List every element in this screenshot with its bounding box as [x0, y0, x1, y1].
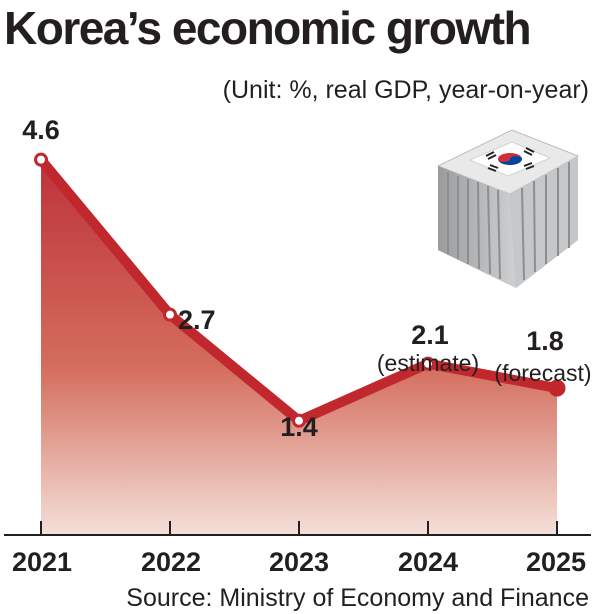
- x-label-2024: 2024: [398, 547, 458, 577]
- x-axis-labels: 2021 2022 2023 2024 2025: [12, 547, 586, 577]
- source-note: Source: Ministry of Economy and Finance: [126, 584, 589, 612]
- data-label-2023: 1.4: [280, 412, 318, 442]
- data-label-2022: 2.7: [178, 305, 216, 335]
- x-label-2022: 2022: [141, 547, 201, 577]
- x-label-2021: 2021: [12, 547, 72, 577]
- data-point-2021: [34, 152, 48, 167]
- annotation-2025: (forecast): [494, 360, 591, 386]
- shipping-container-icon: [436, 129, 580, 288]
- data-point-2023: [292, 413, 306, 428]
- data-point-2025: [548, 379, 566, 397]
- data-label-2024: 2.1: [411, 320, 449, 350]
- annotation-2024: (estimate): [377, 350, 479, 376]
- growth-area-fill: [41, 159, 557, 535]
- x-label-2023: 2023: [269, 547, 329, 577]
- korean-flag-icon: [468, 141, 552, 177]
- data-label-2021: 4.6: [22, 115, 60, 145]
- data-label-2025: 1.8: [526, 326, 564, 356]
- data-markers: [34, 152, 566, 428]
- x-axis-ticks: [40, 521, 558, 535]
- x-label-2025: 2025: [526, 547, 586, 577]
- chart-title: Korea’s economic growth: [4, 2, 530, 54]
- data-labels: 4.6 2.7 1.4 2.1(estimate) 1.8 (forecast): [22, 115, 591, 442]
- chart-subtitle: (Unit: %, real GDP, year-on-year): [223, 76, 589, 104]
- data-point-2024: [421, 356, 435, 371]
- data-point-2022: [163, 307, 177, 322]
